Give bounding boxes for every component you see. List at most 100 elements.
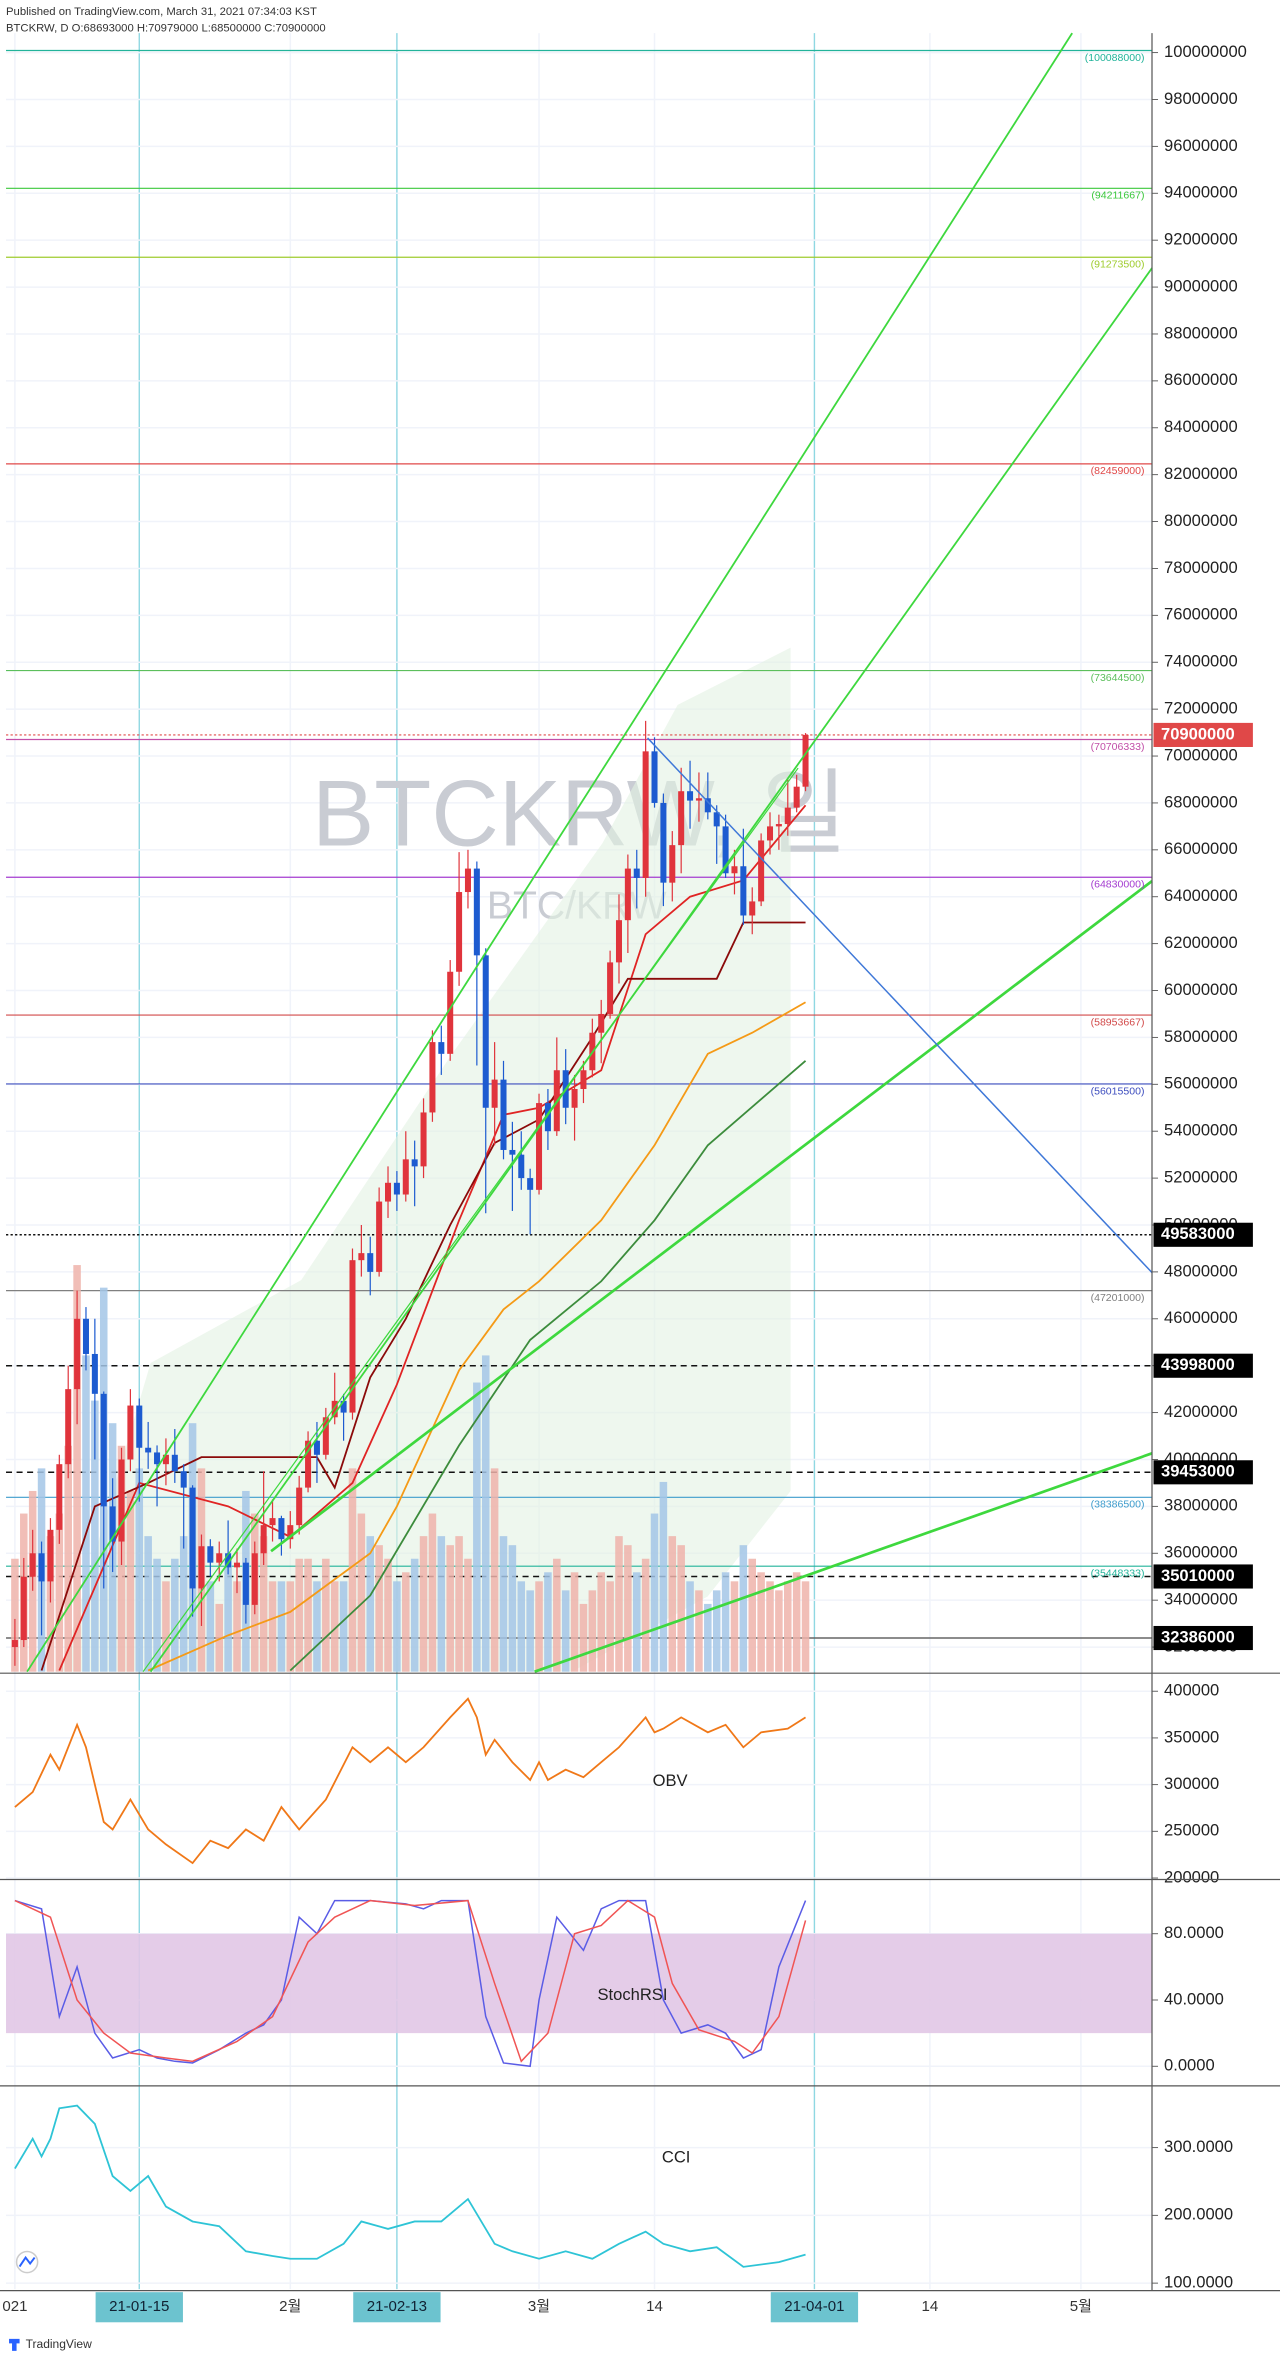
volume-bar (215, 1603, 223, 1672)
indicator-line (14, 1899, 807, 2068)
candle-body (429, 1042, 436, 1113)
y-tick-label: 36000000 (1164, 1543, 1238, 1562)
candle-body (47, 1529, 54, 1582)
y-tick-label: 54000000 (1164, 1121, 1238, 1140)
published-note: Published on TradingView.com, March 31, … (6, 6, 317, 18)
volume-bar (153, 1558, 161, 1672)
candle-body (154, 1452, 161, 1465)
y-tick-label: 58000000 (1164, 1027, 1238, 1046)
candle-body (775, 824, 782, 827)
volume-bar (446, 1545, 454, 1672)
candle-body (251, 1553, 258, 1605)
candle-body (731, 866, 738, 874)
candle-body (74, 1318, 81, 1390)
y-tick-label: 40.0000 (1164, 1989, 1224, 2008)
ma-line (289, 1060, 807, 1672)
candle-body (802, 734, 809, 787)
level-label: (56015500) (1091, 1085, 1145, 1097)
y-tick-label: 64000000 (1164, 886, 1238, 905)
candle-body (642, 751, 649, 878)
volume-bar (606, 1581, 614, 1672)
trend-line (270, 879, 1153, 1553)
candle-body (127, 1405, 134, 1460)
volume-bar (46, 1536, 55, 1672)
trend-line (26, 32, 1073, 1673)
candle-body (242, 1562, 249, 1605)
trend-line (534, 1452, 1153, 1673)
volume-bar (712, 1590, 721, 1672)
volume-bar (686, 1581, 694, 1672)
y-tick-label: 98000000 (1164, 89, 1238, 108)
level-label: (47201000) (1091, 1292, 1145, 1304)
y-tick-label: 70000000 (1164, 745, 1238, 764)
y-tick-label: 48000000 (1164, 1261, 1238, 1280)
candle-body (100, 1393, 107, 1507)
volume-bar (82, 1355, 90, 1672)
y-tick-label: 68000000 (1164, 792, 1238, 811)
volume-bar (499, 1536, 508, 1672)
level-label: (100088000) (1085, 52, 1145, 64)
volume-bar (179, 1536, 188, 1672)
levels-layer (6, 49, 1152, 2034)
volume-bar (55, 1513, 64, 1672)
price-mark-box (1153, 1222, 1253, 1247)
pane-title: OBV (653, 1771, 688, 1790)
volume-bar (135, 1468, 144, 1672)
y-tick-label: 78000000 (1164, 558, 1238, 577)
candle-body (385, 1182, 392, 1202)
candle-body (118, 1459, 125, 1542)
candle-body (784, 807, 791, 825)
price-mark-box (1153, 1564, 1253, 1589)
candle-body (536, 1103, 543, 1190)
x-tick-label: 2월 (279, 2298, 301, 2315)
candle-body (225, 1553, 232, 1568)
volume-bar (641, 1558, 650, 1672)
volume-bar (721, 1572, 730, 1672)
level-label: (94211667) (1091, 190, 1144, 202)
volume-bar (695, 1590, 703, 1672)
candle-body (233, 1562, 241, 1568)
candle-body (322, 1417, 329, 1455)
y-tick-label: 82000000 (1164, 464, 1238, 483)
y-tick-label: 300000 (1164, 1774, 1219, 1793)
logo-icon (18, 2255, 36, 2268)
y-tick-label: 200.0000 (1164, 2205, 1233, 2224)
candle-body (456, 892, 463, 972)
candle-body (260, 1525, 267, 1554)
candle-body (162, 1454, 169, 1465)
candle-body (660, 802, 667, 883)
volume-bar (579, 1603, 588, 1672)
volume-bar (748, 1558, 757, 1672)
level-label: (35448333) (1091, 1568, 1145, 1580)
volume-bar (268, 1581, 277, 1672)
candle-body (278, 1518, 285, 1540)
volume-bar (437, 1536, 446, 1672)
y-tick-label: 80.0000 (1164, 1923, 1224, 1942)
date-highlight (95, 2292, 183, 2323)
candle-body (624, 868, 631, 921)
volume-bar (632, 1572, 641, 1672)
volume-bar (784, 1581, 792, 1672)
candle-body (198, 1546, 205, 1589)
volume-bar (801, 1581, 810, 1672)
volume-bar (91, 1400, 99, 1672)
candle-body (393, 1182, 400, 1195)
y-tick-label: 92000000 (1164, 230, 1238, 249)
volume-bar (677, 1545, 685, 1672)
candle-body (29, 1553, 36, 1577)
y-tick-label: 100000000 (1164, 42, 1247, 61)
volume-bar (144, 1536, 152, 1672)
lines-layer (14, 804, 807, 2268)
volume-bar (428, 1513, 437, 1672)
volume-bar (348, 1468, 357, 1672)
y-tick-label: 74000000 (1164, 652, 1238, 671)
volume-bar (330, 1581, 339, 1672)
volume-bar (561, 1590, 570, 1672)
volume-bar (624, 1545, 632, 1672)
candle-body (91, 1353, 98, 1394)
y-tick-label: 400000 (1164, 1681, 1219, 1700)
x-tick-label: 21-04-01 (784, 2298, 844, 2315)
candle-body (420, 1112, 427, 1167)
candle-body (518, 1154, 525, 1179)
